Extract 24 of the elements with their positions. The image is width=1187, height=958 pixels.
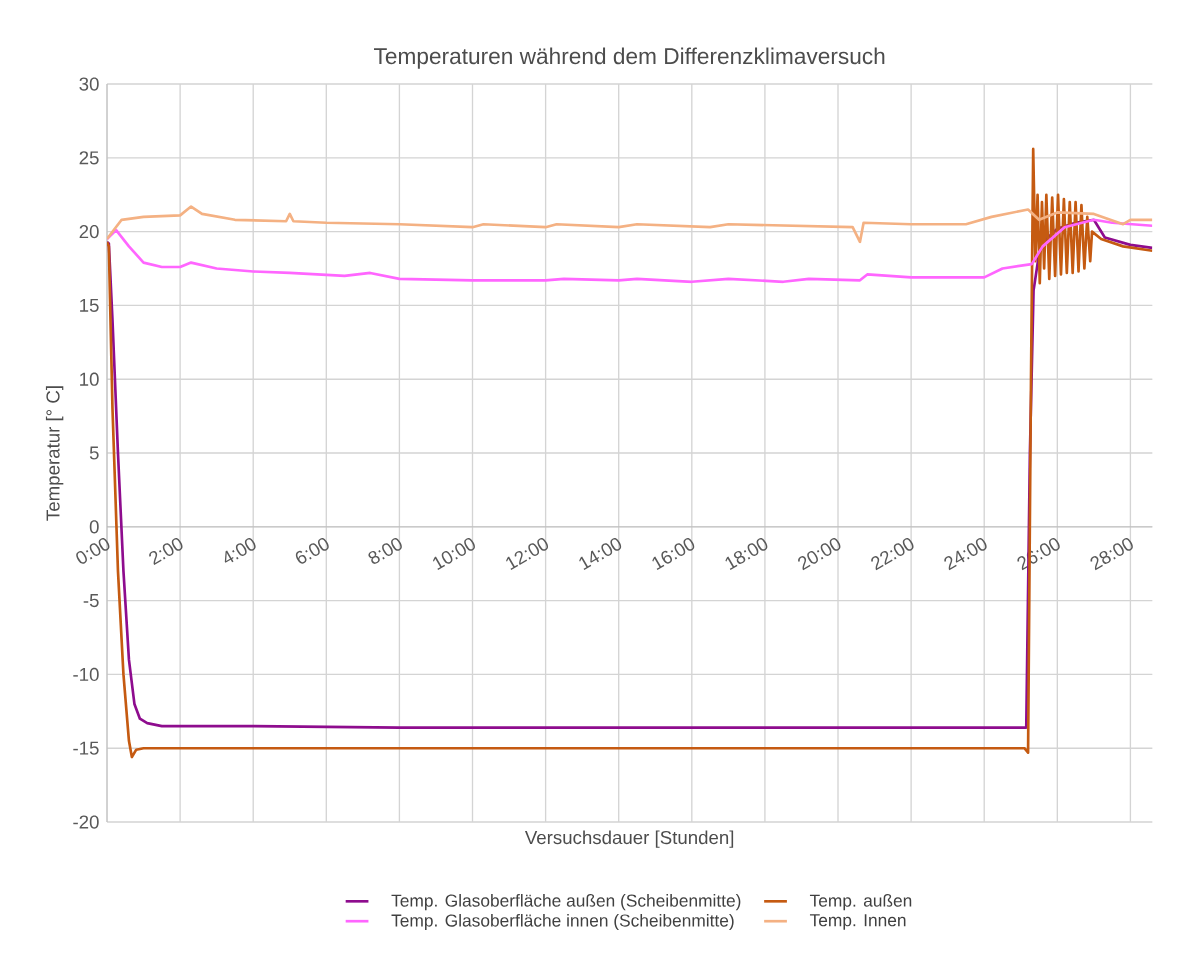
- y-tick-label: -10: [73, 667, 99, 682]
- y-tick-label: 5: [89, 446, 99, 460]
- y-tick-label: 20: [79, 224, 99, 239]
- y-tick-label: 30: [79, 77, 99, 91]
- x-tick-label: 4:00: [224, 538, 256, 563]
- x-tick-label: 6:00: [295, 538, 329, 564]
- y-tick-label: 25: [79, 151, 99, 165]
- legend-label: Temp. Innen: [809, 914, 906, 930]
- x-axis-title: Versuchsdauer [Stunden]: [524, 830, 734, 848]
- x-tick-label: 0:00: [76, 538, 110, 564]
- chart-title: Temperaturen während dem Differenzklimaversuch: [374, 47, 885, 69]
- y-tick-label: 10: [80, 372, 99, 386]
- line-series: [107, 205, 1153, 244]
- x-tick-label: 2:00: [149, 538, 183, 566]
- legend-label: Temp. außen: [809, 894, 912, 911]
- x-tick-label: 8:00: [368, 538, 402, 564]
- y-tick-label: -15: [73, 741, 99, 755]
- y-tick-label: -20: [73, 815, 99, 829]
- y-tick-label: 0: [89, 520, 99, 534]
- y-axis-title: Temperatur [° C]: [45, 386, 64, 521]
- y-tick-label: 15: [80, 298, 99, 312]
- y-tick-label: -5: [83, 594, 99, 608]
- legend-label: Temp. Glasoberfläche innen (Scheibenmitte): [391, 913, 734, 931]
- legend-label: Temp. Glasoberfläche außen (Scheibenmitte): [391, 894, 741, 911]
